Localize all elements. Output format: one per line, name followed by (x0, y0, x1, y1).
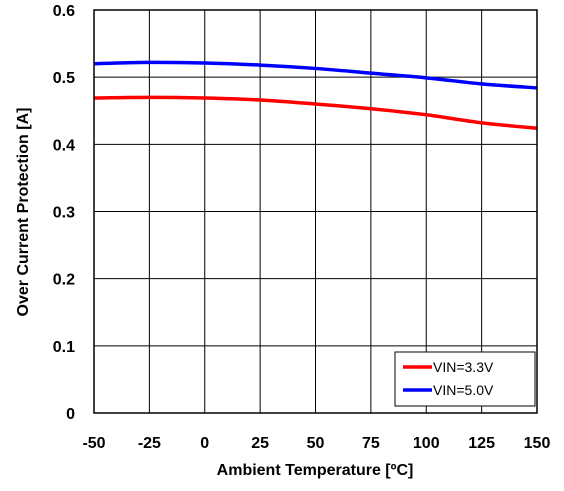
legend-box (394, 351, 536, 407)
x-tick-label: 75 (362, 435, 380, 452)
series-line-vin-3-3v (93, 95, 538, 130)
y-tick-label: 0.3 (53, 205, 75, 222)
y-tick-label: 0.6 (53, 3, 75, 20)
x-tick-label: 25 (251, 435, 269, 452)
plot-frame (93, 9, 538, 414)
x-tick-label: -50 (82, 435, 105, 452)
legend-label-vin-5-0v: VIN=5.0V (433, 382, 494, 398)
series-layer (93, 60, 538, 130)
y-tick-label: 0.2 (53, 272, 75, 289)
y-tick-label: 0.5 (53, 70, 75, 87)
x-tick-labels: -50 -25 0 25 50 75 100 125 150 (82, 435, 550, 452)
x-tick-label: 125 (468, 435, 495, 452)
legend-label-vin-3-3v: VIN=3.3V (433, 359, 494, 375)
x-tick-label: 150 (524, 435, 551, 452)
legend: VIN=3.3V VIN=5.0V (394, 351, 536, 407)
grid-lines (93, 9, 538, 414)
x-tick-label: 100 (413, 435, 440, 452)
y-tick-labels: 0 0.1 0.2 0.3 0.4 0.5 0.6 (53, 3, 75, 423)
y-axis-label: Over Current Protection [A] (15, 108, 32, 317)
series-line-vin-5-0v (93, 60, 538, 90)
y-tick-label: 0 (66, 406, 75, 423)
x-tick-label: -25 (138, 435, 161, 452)
y-tick-label: 0.4 (53, 137, 75, 154)
x-axis-label: Ambient Temperature [ºC] (217, 462, 414, 479)
x-tick-label: 50 (307, 435, 325, 452)
y-tick-label: 0.1 (53, 339, 75, 356)
x-tick-label: 0 (200, 435, 209, 452)
